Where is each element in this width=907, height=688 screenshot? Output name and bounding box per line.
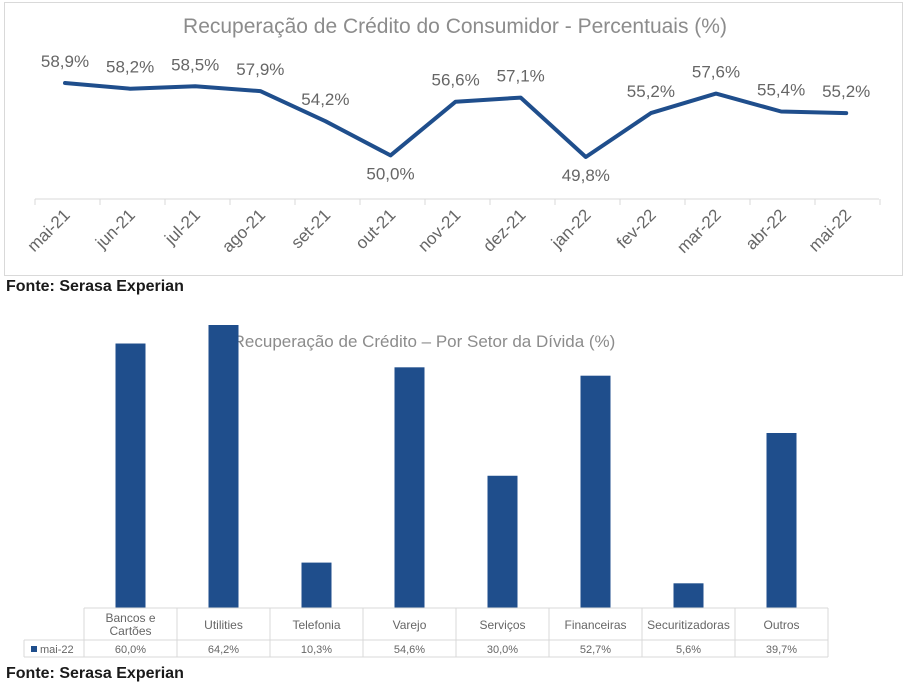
data-label: 58,2%: [106, 58, 154, 77]
bar: [208, 325, 239, 608]
bar: [115, 343, 146, 608]
category-label: Varejo: [393, 618, 427, 632]
table-value: 30,0%: [487, 644, 518, 656]
table-value: 39,7%: [766, 644, 797, 656]
x-tick-label: mar-22: [673, 205, 725, 257]
source-note: Fonte: Serasa Experian: [6, 665, 184, 682]
x-tick-label: mai-22: [805, 205, 855, 255]
x-tick-label: fev-22: [613, 205, 660, 252]
x-tick-label: out-21: [352, 205, 400, 253]
bar: [301, 562, 332, 608]
legend-swatch: [31, 646, 37, 652]
x-tick-label: jun-21: [91, 205, 139, 253]
table-value: 54,6%: [394, 644, 425, 656]
category-label: Utilities: [204, 618, 243, 632]
x-tick-label: jan-22: [547, 205, 595, 253]
source-note: Fonte: Serasa Experian: [6, 278, 184, 295]
category-label: Securitizadoras: [647, 618, 730, 632]
table-value: 60,0%: [115, 644, 146, 656]
category-label: Telefonia: [292, 618, 340, 632]
bar-chart-panel: Recuperação de Crédito – Por Setor da Dí…: [4, 310, 901, 660]
x-tick-label: dez-21: [479, 205, 529, 255]
bar: [487, 475, 518, 608]
data-label: 49,8%: [562, 166, 610, 185]
x-tick-label: ago-21: [218, 205, 269, 256]
data-label: 57,9%: [236, 60, 284, 79]
x-tick-label: jul-21: [160, 205, 204, 249]
data-label: 55,2%: [822, 82, 870, 101]
table-value: 10,3%: [301, 644, 332, 656]
data-label: 58,9%: [41, 52, 89, 71]
bar: [766, 432, 797, 608]
data-label: 57,1%: [497, 67, 545, 86]
chart-title: Recuperação de Crédito do Consumidor - P…: [183, 15, 727, 38]
x-tick-label: set-21: [287, 205, 334, 252]
category-label: Outros: [763, 618, 799, 632]
table-value: 5,6%: [676, 644, 701, 656]
table-value: 52,7%: [580, 644, 611, 656]
data-label: 54,2%: [301, 90, 349, 109]
bar-chart: Recuperação de Crédito – Por Setor da Dí…: [23, 325, 829, 658]
series-line: [63, 81, 849, 159]
line-chart-panel: Recuperação de Crédito do Consumidor - P…: [4, 2, 903, 276]
bar: [673, 583, 704, 608]
data-label: 50,0%: [366, 164, 414, 183]
x-tick-label: nov-21: [414, 205, 464, 255]
category-label: Serviços: [479, 618, 525, 632]
table-value: 64,2%: [208, 644, 239, 656]
category-label: Financeiras: [564, 618, 626, 632]
x-tick-label: abr-22: [742, 205, 790, 253]
data-label: 58,5%: [171, 55, 219, 74]
data-label: 55,4%: [757, 80, 805, 99]
category-label: Bancos e: [105, 611, 155, 625]
line-chart: Recuperação de Crédito do Consumidor - P…: [24, 15, 881, 257]
data-label: 55,2%: [627, 82, 675, 101]
chart-title: Recuperação de Crédito – Por Setor da Dí…: [233, 332, 616, 351]
bar: [394, 367, 425, 608]
data-label: 56,6%: [431, 71, 479, 90]
bar: [580, 375, 611, 608]
x-tick-label: mai-21: [24, 205, 74, 255]
category-label: Cartões: [109, 624, 151, 638]
data-label: 57,6%: [692, 63, 740, 82]
legend-label: mai-22: [40, 644, 74, 656]
